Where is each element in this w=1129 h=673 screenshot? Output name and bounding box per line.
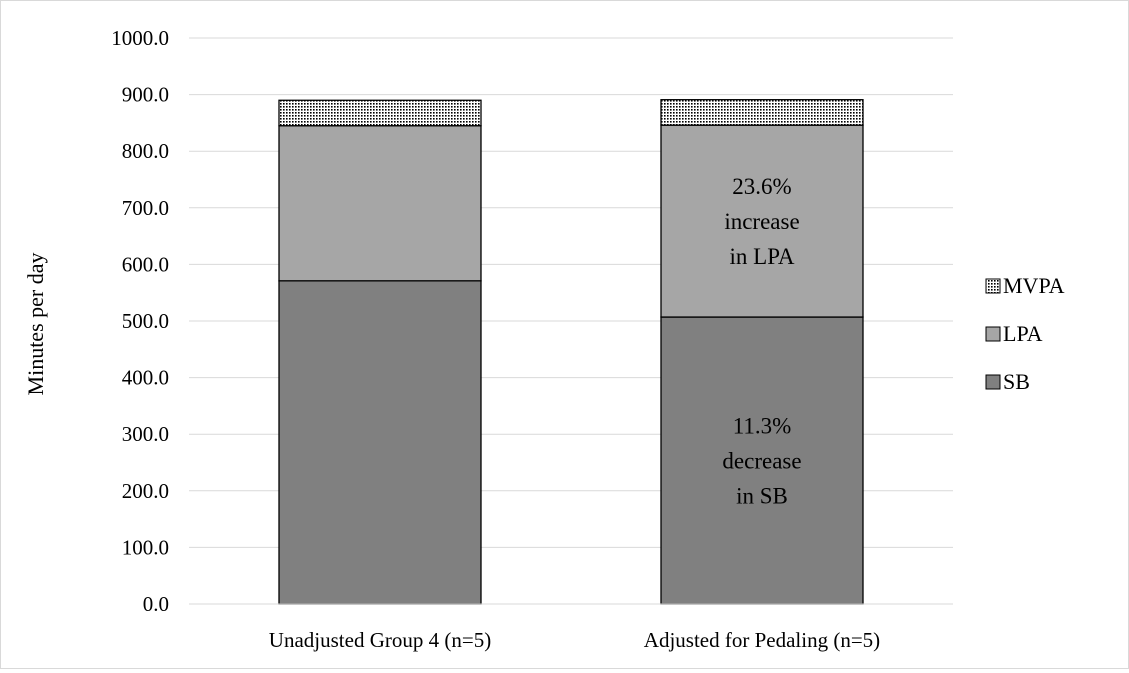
bar-segment-sb: [278, 280, 482, 605]
y-tick-label: 500.0: [122, 309, 169, 333]
annotations: 23.6% increase in LPA 11.3% decrease in SB: [722, 174, 801, 508]
annotation-line: increase: [724, 209, 799, 234]
y-tick-label: 100.0: [122, 535, 169, 559]
y-tick-label: 200.0: [122, 479, 169, 503]
y-tick-label: 1000.0: [111, 26, 169, 50]
bar-segment-sb: [660, 316, 864, 605]
legend-label: SB: [1003, 369, 1030, 394]
annotation-line: 11.3%: [733, 414, 792, 439]
legend-label: LPA: [1003, 321, 1043, 346]
x-category-label: Unadjusted Group 4 (n=5): [269, 628, 491, 652]
annotation-line: in SB: [736, 484, 788, 509]
legend: MVPA LPA SB: [985, 273, 1065, 394]
x-category-label: Adjusted for Pedaling (n=5): [644, 628, 880, 652]
y-axis-ticks: 0.0 100.0 200.0 300.0 400.0 500.0 600.0 700.0 80…: [111, 26, 169, 616]
y-tick-label: 600.0: [122, 252, 169, 276]
y-tick-label: 300.0: [122, 422, 169, 446]
y-axis-title: Minutes per day: [23, 253, 48, 396]
bar-segment-lpa: [278, 125, 482, 282]
bars: [278, 99, 864, 605]
legend-swatch-lpa: [985, 326, 1001, 342]
legend-label: MVPA: [1003, 273, 1065, 298]
annotation-line: 23.6%: [732, 174, 791, 199]
x-axis-labels: Unadjusted Group 4 (n=5) Adjusted for Ped…: [269, 628, 880, 652]
bar-segment-lpa: [660, 124, 864, 318]
bar-segment-mvpa: [278, 99, 482, 127]
bar-segment-mvpa: [660, 99, 864, 126]
y-tick-label: 800.0: [122, 139, 169, 163]
annotation-line: decrease: [722, 449, 801, 474]
y-tick-label: 900.0: [122, 83, 169, 107]
annotation-line: in LPA: [730, 244, 795, 269]
y-tick-label: 700.0: [122, 196, 169, 220]
y-tick-label: 400.0: [122, 366, 169, 390]
y-tick-label: 0.0: [143, 592, 169, 616]
legend-swatch-mvpa: [985, 278, 1001, 294]
legend-swatch-sb: [985, 374, 1001, 390]
